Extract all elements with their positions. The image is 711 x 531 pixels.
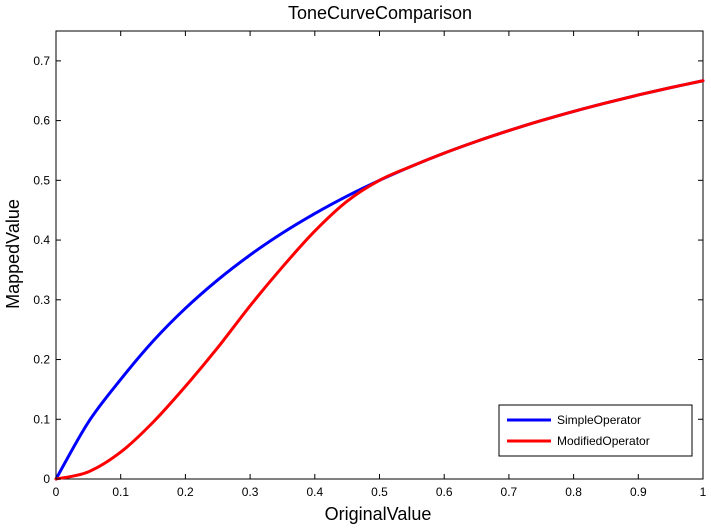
y-tick-label: 0.1 [33, 412, 50, 426]
x-tick-label: 0 [53, 485, 60, 499]
y-tick-label: 0.2 [33, 353, 50, 367]
x-tick-label: 0.4 [306, 485, 323, 499]
y-axis-label: MappedValue [3, 199, 23, 309]
y-tick-label: 0.7 [33, 54, 50, 68]
x-tick-label: 0.2 [177, 485, 194, 499]
x-tick-label: 0.3 [242, 485, 259, 499]
y-tick-label: 0.3 [33, 293, 50, 307]
x-tick-label: 0.5 [371, 485, 388, 499]
x-tick-label: 0.6 [436, 485, 453, 499]
y-tick-label: 0.5 [33, 173, 50, 187]
tick-layer: 0 0.1 0.2 0.3 0.4 0.5 0.6 0.7 0.8 0.9 1 0 0.1 0.2 0.3 0… [33, 31, 707, 499]
series-line-modifiedoperator [54, 79, 705, 481]
series-layer [54, 79, 705, 481]
legend-label-simpleoperator: SimpleOperator [557, 413, 641, 427]
chart-title: ToneCurveComparison [288, 3, 472, 23]
x-tick-label: 1 [700, 485, 707, 499]
y-tick-label: 0.4 [33, 233, 50, 247]
legend-label-modifiedoperator: ModifiedOperator [557, 434, 650, 448]
x-tick-label: 0.1 [112, 485, 129, 499]
legend-box [498, 404, 693, 457]
legend: SimpleOperator ModifiedOperator [498, 404, 693, 457]
x-axis-label: OriginalValue [325, 504, 432, 524]
y-tick-label: 0 [43, 472, 50, 486]
x-tick-label: 0.9 [630, 485, 647, 499]
x-tick-label: 0.7 [501, 485, 518, 499]
x-tick-label: 0.8 [565, 485, 582, 499]
y-tick-label: 0.6 [33, 114, 50, 128]
